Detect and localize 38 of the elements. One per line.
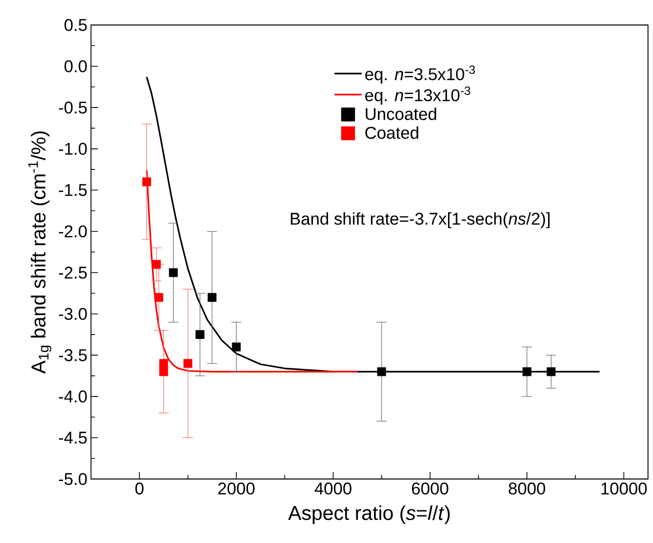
y-tick-label: 0.0 <box>64 60 87 72</box>
point <box>142 177 152 186</box>
point <box>196 330 204 339</box>
point <box>208 293 216 302</box>
point <box>159 359 168 368</box>
y-tick-label: -3.5 <box>58 349 87 362</box>
y-tick-label: -5.0 <box>58 472 87 486</box>
y-tick-label: -2.5 <box>58 266 87 279</box>
y-axis-title: A$_{1g}$ band shift rate (cm$^{-1}$/%) <box>28 131 52 374</box>
y-tick-label: -1.0 <box>58 142 87 155</box>
x-tick-label: 8000 <box>508 482 546 495</box>
y-tick-label: -4.0 <box>58 390 87 402</box>
point <box>546 367 556 376</box>
x-tick-label: 4000 <box>314 482 352 495</box>
point <box>168 268 178 278</box>
point <box>377 367 386 376</box>
x-tick-label: 6000 <box>412 482 448 495</box>
point <box>154 293 164 302</box>
point <box>152 260 161 269</box>
annotation: Band shift rate=-3.7x[1-sech(ns/2)] <box>290 212 550 228</box>
point <box>522 367 532 376</box>
y-tick-label: -0.5 <box>58 102 87 114</box>
legend-label: eq. n=13x10$^{-3}$ <box>365 86 470 105</box>
y-tick-label: -1.5 <box>58 184 87 196</box>
x-axis-title: Aspect ratio (s=l/t) <box>288 505 450 524</box>
point <box>232 342 241 352</box>
y-tick-label: -3.0 <box>58 308 87 320</box>
x-tick-label: 0 <box>135 482 144 495</box>
y-tick-label: -2.0 <box>58 225 87 238</box>
legend-label: Uncoated <box>366 108 436 120</box>
x-tick-label: 10000 <box>601 482 647 495</box>
legend-label: eq. n=3.5x10$^{-3}$ <box>365 66 475 84</box>
y-tick-label: 0.5 <box>64 18 87 32</box>
x-tick-label: 2000 <box>218 482 255 495</box>
point <box>183 359 192 368</box>
legend-label: Coated <box>365 126 418 139</box>
y-tick-label: -4.5 <box>58 432 87 444</box>
point <box>159 367 168 376</box>
